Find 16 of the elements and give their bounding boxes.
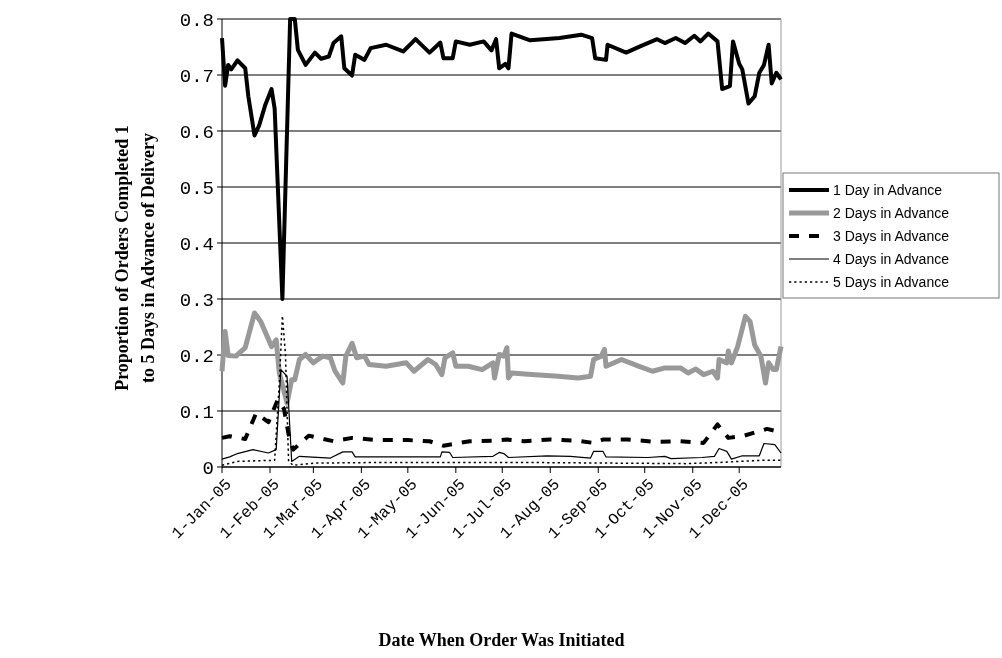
legend-label: 2 Days in Advance [833, 204, 950, 221]
y-tick-label: 0.2 [179, 345, 214, 368]
y-tick-label: 0.6 [179, 121, 214, 144]
legend-label: 3 Days in Advance [833, 227, 950, 244]
y-tick-label: 0.5 [179, 177, 214, 200]
y-tick-label: 0.7 [179, 65, 214, 88]
x-axis-title: Date When Order Was Initiated [378, 630, 625, 650]
y-axis-title: Proportion of Orders Completed 1 to 5 Days in Advance of Delivery [112, 125, 158, 391]
y-tick-label: 0.8 [179, 9, 214, 32]
legend-label: 1 Day in Advance [833, 181, 943, 198]
y-tick-label: 0.3 [179, 289, 214, 312]
y-tick-label: 0.4 [179, 233, 214, 256]
y-tick-label: 0 [202, 457, 214, 480]
y-tick-label: 0.1 [179, 401, 214, 424]
legend-label: 4 Days in Advance [833, 250, 950, 267]
legend-label: 5 Days in Advance [833, 273, 950, 290]
